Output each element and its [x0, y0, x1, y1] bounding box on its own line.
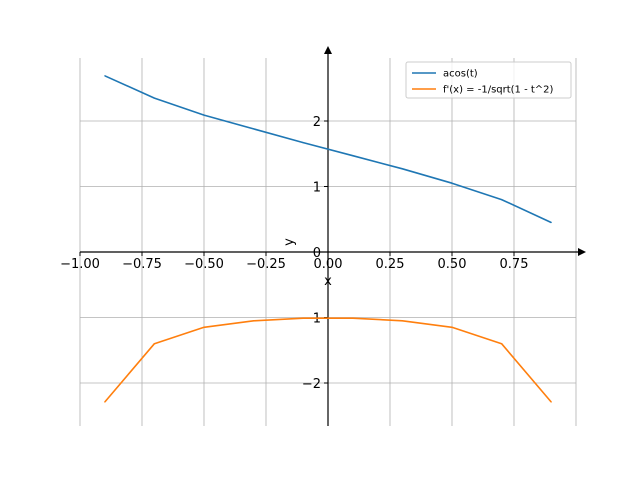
data-point [203, 326, 205, 328]
data-point [401, 320, 403, 322]
x-tick-label: 0.75 [500, 257, 529, 272]
series-line-0 [104, 75, 552, 224]
y-axis-label: y [282, 238, 297, 246]
legend-label-acos: acos(t) [443, 69, 478, 80]
data-point [501, 199, 503, 201]
data-point [302, 142, 304, 144]
series-line-1 [104, 317, 552, 403]
data-point [302, 317, 304, 319]
ticks: −1.00 −0.75 −0.50 −0.25 0.00 0.25 0.50 0.75−2−1… [60, 115, 528, 392]
x-tick-label: −0.75 [122, 257, 162, 272]
axes [80, 46, 586, 426]
legend: acos(t) f'(x) = -1/sqrt(1 - t^2) [405, 61, 572, 99]
data-point [253, 320, 255, 322]
data-point [352, 155, 354, 157]
data-point [253, 128, 255, 130]
data-point [550, 401, 552, 403]
legend-box [405, 61, 572, 99]
data-point [550, 221, 552, 224]
data-point [401, 168, 403, 170]
data-point [451, 326, 453, 328]
data-point [501, 343, 503, 345]
data-point [203, 114, 205, 116]
data-point [451, 182, 453, 184]
data-point [104, 75, 106, 77]
series [104, 75, 552, 403]
data-point [104, 401, 106, 403]
y-tick-label: 2 [313, 115, 321, 130]
y-axis-arrow [324, 46, 332, 54]
x-tick-label: 0.25 [376, 257, 405, 272]
x-axis-label: x [324, 274, 332, 289]
data-point [153, 343, 155, 345]
x-axis-arrow [578, 248, 586, 256]
x-tick-label: 0.00 [314, 257, 343, 272]
x-tick-label: 0.50 [438, 257, 467, 272]
legend-label-derivative: f'(x) = -1/sqrt(1 - t^2) [443, 85, 554, 96]
y-tick-label: −2 [302, 377, 321, 392]
data-point [352, 317, 354, 319]
y-tick-label: 1 [313, 181, 321, 196]
data-point [153, 97, 155, 99]
x-tick-label: −0.50 [184, 257, 224, 272]
x-tick-label: −0.25 [246, 257, 286, 272]
x-tick-label: −1.00 [60, 257, 100, 272]
y-tick-label: 0 [313, 246, 321, 261]
